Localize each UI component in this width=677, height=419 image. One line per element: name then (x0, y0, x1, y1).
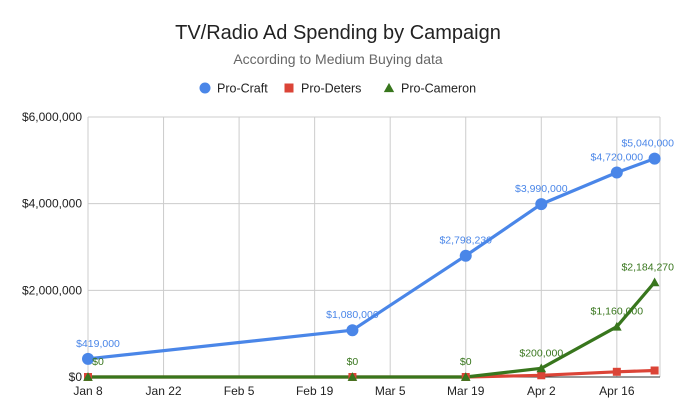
x-tick-label: Jan 22 (146, 384, 182, 398)
series-line-1 (86, 157, 657, 361)
y-tick-label: $0 (69, 370, 83, 384)
gridlines (87, 116, 661, 377)
data-label: $419,000 (76, 338, 120, 350)
legend-marker-3 (383, 82, 395, 93)
legend-marker-1 (199, 82, 211, 94)
data-label: $200,000 (519, 347, 563, 359)
legend-label: Pro-Deters (301, 82, 361, 96)
data-label: $1,160,000 (591, 306, 644, 318)
legend-label: Pro-Craft (217, 82, 268, 96)
x-tick-label: Apr 16 (599, 384, 635, 398)
data-point (649, 277, 660, 287)
data-label: $2,184,270 (621, 261, 674, 273)
data-point (650, 366, 659, 375)
data-label: $0 (92, 356, 104, 368)
data-point (537, 371, 546, 380)
x-tick-label: Feb 5 (224, 384, 255, 398)
x-tick-label: Jan 8 (73, 384, 103, 398)
legend: Pro-Craft Pro-Deters Pro-Cameron (199, 82, 476, 96)
chart-subtitle: According to Medium Buying data (233, 51, 443, 67)
x-tick-label: Apr 2 (527, 384, 556, 398)
data-label: $3,990,000 (515, 183, 568, 195)
plot-area: $419,000 $1,080,000 $2,798,230 $3,990,000 $4… (76, 138, 674, 381)
chart-title: TV/Radio Ad Spending by Campaign (175, 22, 501, 44)
data-point (459, 249, 472, 262)
data-point (612, 321, 622, 331)
series-line-3 (86, 280, 657, 379)
y-tick-label: $2,000,000 (22, 283, 82, 297)
data-label: $2,798,230 (439, 235, 492, 247)
data-label: $4,720,000 (591, 151, 644, 163)
data-label: $0 (460, 356, 472, 368)
data-point (82, 352, 94, 365)
data-point (83, 372, 93, 381)
data-point (347, 372, 358, 381)
data-point (535, 198, 548, 211)
data-label: $0 (347, 356, 359, 368)
data-point (536, 363, 547, 373)
data-point (648, 152, 661, 165)
data-point (612, 367, 621, 376)
data-point (460, 372, 471, 381)
y-tick-label: $4,000,000 (22, 197, 82, 211)
data-label: $1,080,000 (326, 309, 379, 321)
legend-label: Pro-Cameron (401, 82, 476, 96)
x-tick-label: Feb 19 (296, 384, 334, 398)
legend-marker-2 (284, 83, 294, 93)
data-point (610, 166, 623, 179)
y-tick-label: $6,000,000 (22, 110, 82, 124)
x-tick-label: Mar 5 (375, 384, 406, 398)
x-tick-label: Mar 19 (447, 384, 485, 398)
data-point (346, 324, 359, 337)
data-label: $5,040,000 (621, 138, 674, 150)
